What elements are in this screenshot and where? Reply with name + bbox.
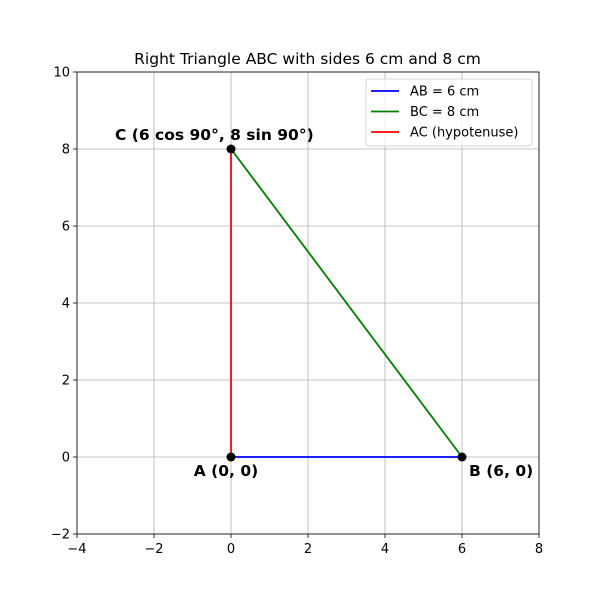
vertex-label-1: B (6, 0) xyxy=(469,462,533,480)
vertex-label-2: C (6 cos 90°, 8 sin 90°) xyxy=(115,126,314,144)
series-lines xyxy=(230,148,463,458)
x-tick-label-2: 0 xyxy=(227,542,235,557)
chart-title: Right Triangle ABC with sides 6 cm and 8… xyxy=(134,50,481,68)
vertex-point-0 xyxy=(226,452,236,462)
x-tick-label-1: −2 xyxy=(144,542,163,557)
x-tick-label-4: 4 xyxy=(381,542,389,557)
y-tick-label-1: 0 xyxy=(62,451,70,466)
vertex-labels: A (0, 0) B (6, 0) C (6 cos 90°, 8 sin 90°) xyxy=(115,126,533,480)
legend: AB = 6 cm BC = 8 cm AC (hypotenuse) xyxy=(365,78,533,147)
legend-label-2: AC (hypotenuse) xyxy=(410,126,519,141)
vertex-point-1 xyxy=(457,452,467,462)
vertex-point-2 xyxy=(226,144,236,154)
legend-box xyxy=(365,78,533,147)
y-tick-label-4: 6 xyxy=(62,220,70,235)
x-tick-label-5: 6 xyxy=(458,542,466,557)
y-tick-label-6: 10 xyxy=(53,66,70,81)
legend-label-0: AB = 6 cm xyxy=(410,85,479,100)
x-tick-label-3: 2 xyxy=(304,542,312,557)
y-tick-label-0: −2 xyxy=(51,528,70,543)
series-line-1 xyxy=(230,148,463,458)
y-tick-label-5: 8 xyxy=(62,143,70,158)
x-tick-label-6: 8 xyxy=(535,542,543,557)
vertex-points xyxy=(226,144,467,462)
legend-label-1: BC = 8 cm xyxy=(410,105,479,120)
x-tick-label-0: −4 xyxy=(67,542,86,557)
y-tick-label-3: 4 xyxy=(62,297,70,312)
y-tick-label-2: 2 xyxy=(62,374,70,389)
vertex-label-0: A (0, 0) xyxy=(194,462,258,480)
